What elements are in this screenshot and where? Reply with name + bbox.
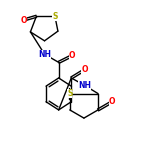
Text: O: O [109, 97, 115, 106]
Text: S: S [52, 12, 58, 21]
Text: O: O [69, 51, 75, 60]
Text: NH: NH [38, 50, 51, 59]
Text: S: S [67, 89, 72, 98]
Text: O: O [81, 65, 88, 74]
Text: O: O [21, 15, 27, 24]
Text: NH: NH [78, 81, 91, 90]
